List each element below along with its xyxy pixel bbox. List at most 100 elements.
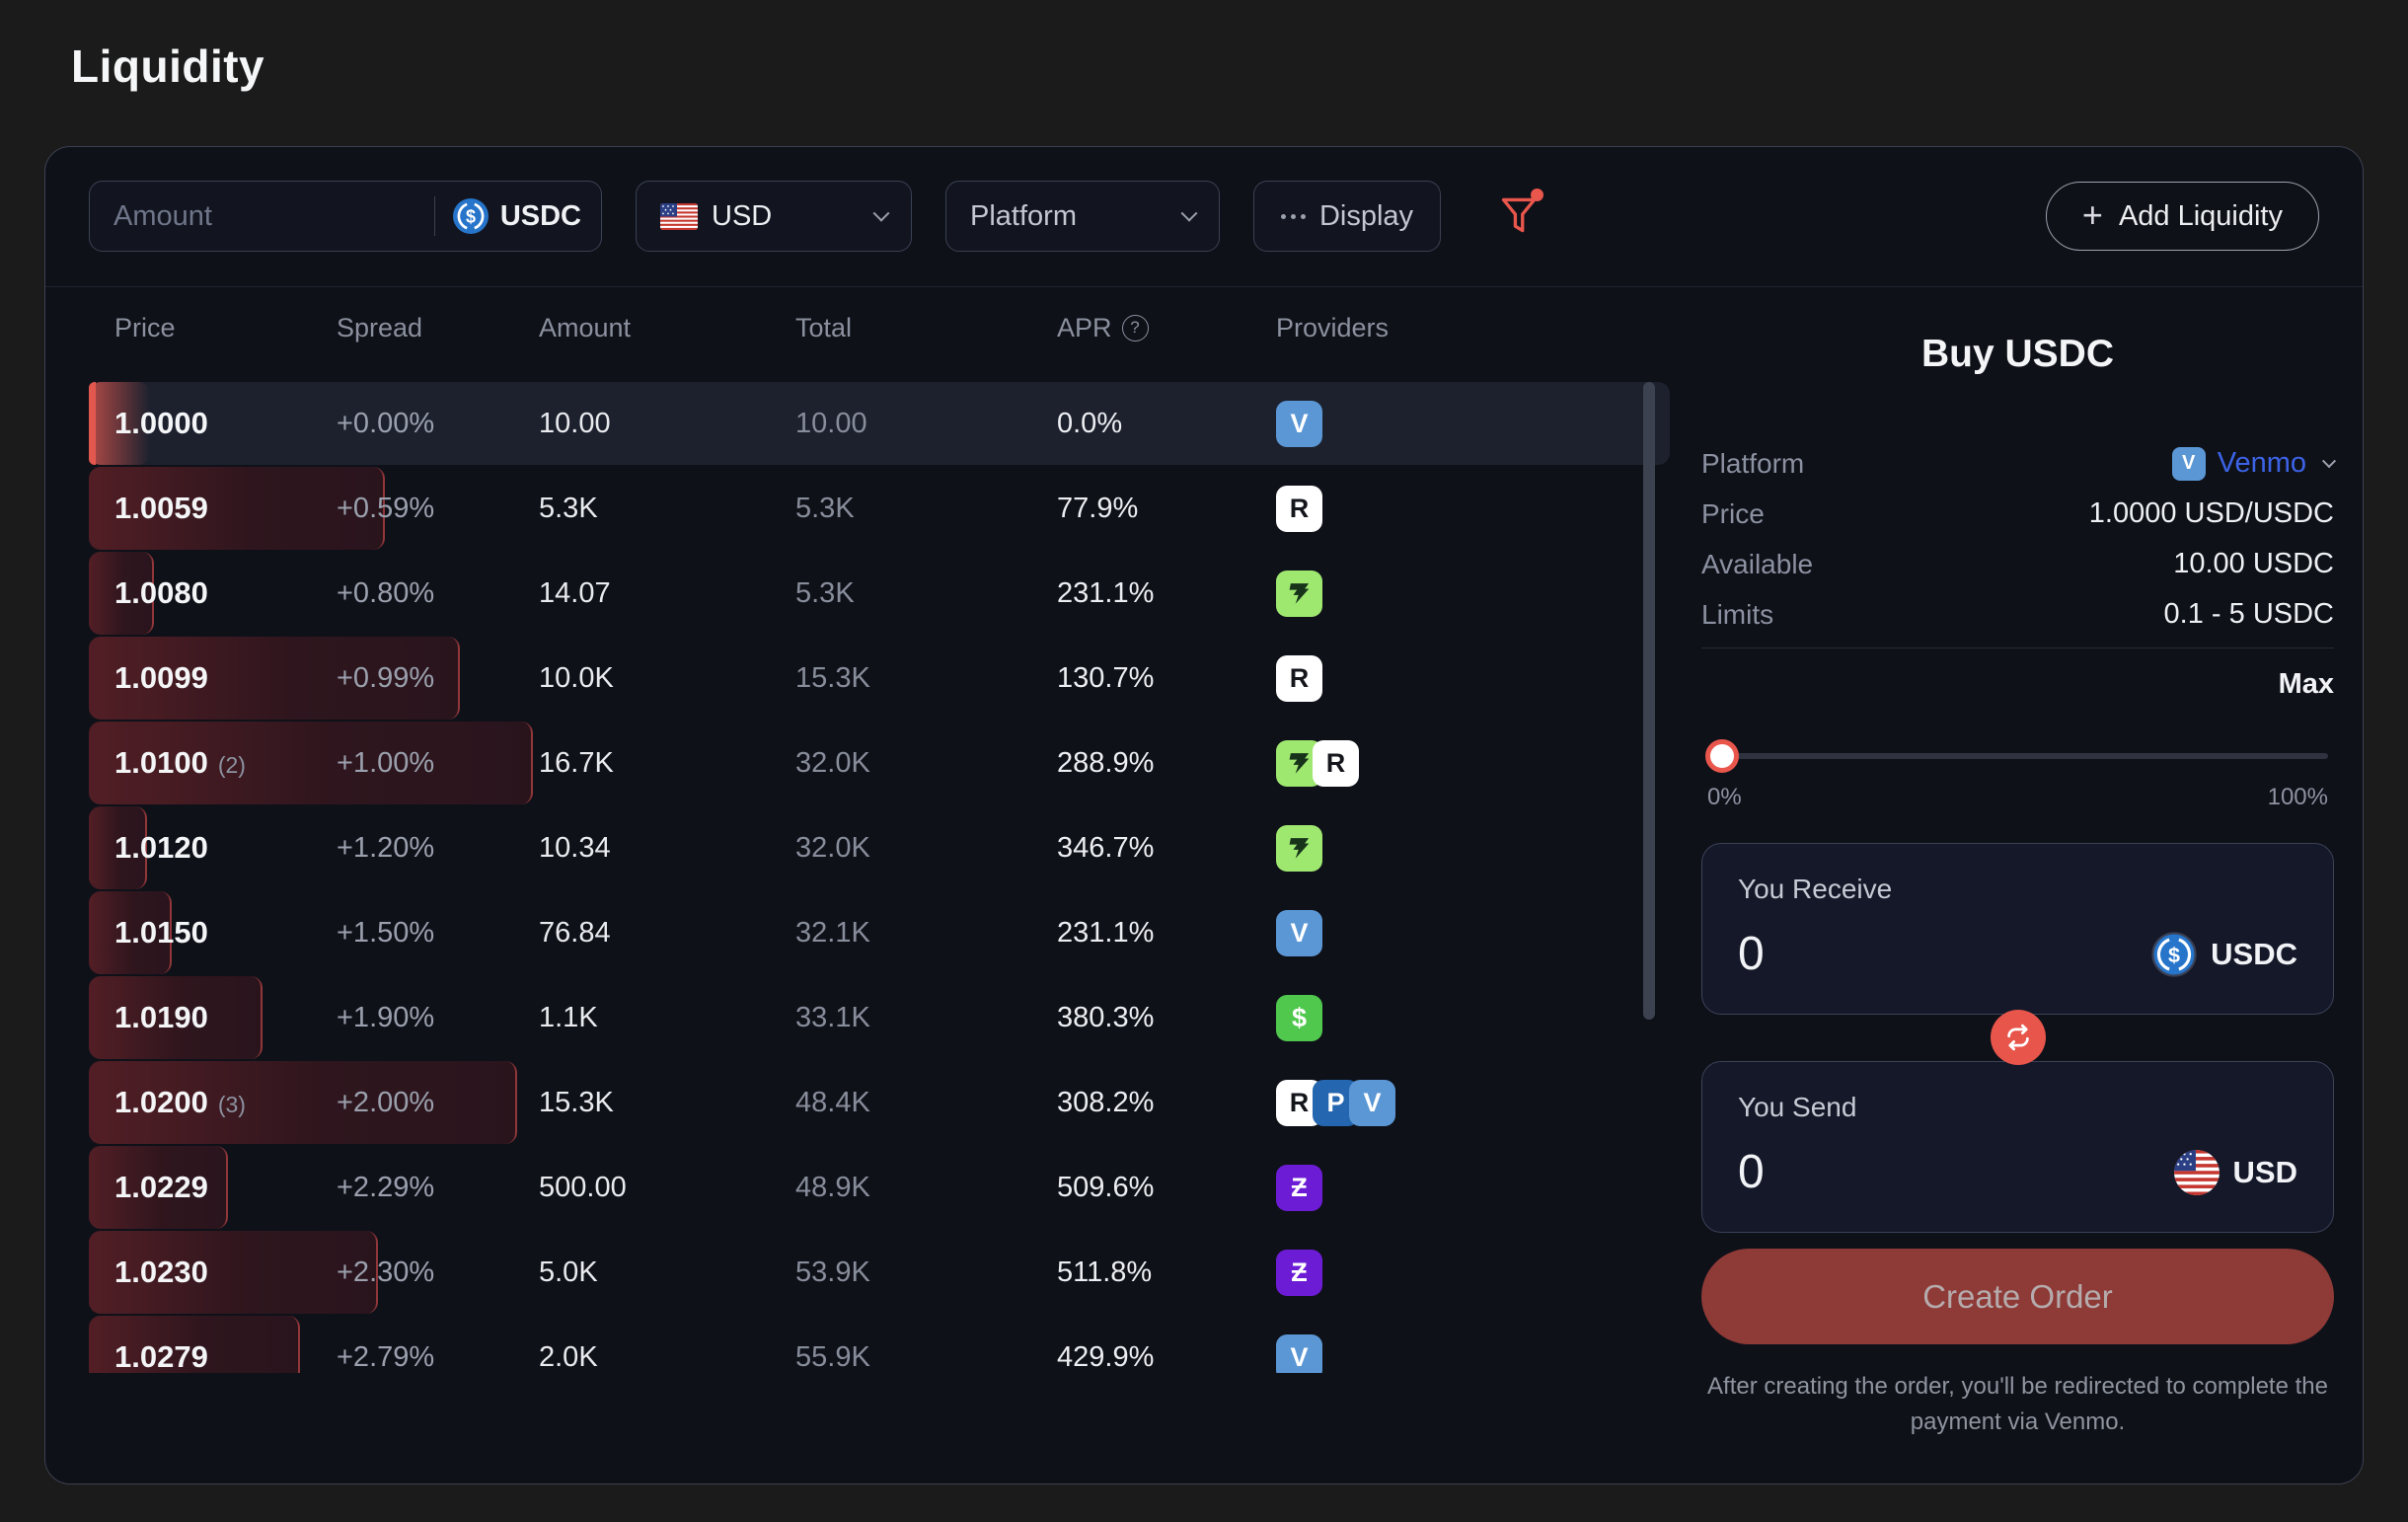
question-circle-icon[interactable]: ? [1121, 314, 1149, 342]
spread-cell: +2.30% [337, 1256, 435, 1288]
table-row[interactable]: 1.0059 +0.59% 5.3K 5.3K 77.9% R [89, 467, 1670, 550]
amount-cell: 16.7K [539, 746, 614, 779]
slider-labels: 0% 100% [1707, 784, 2328, 811]
platform-select-label: Platform [970, 199, 1077, 232]
add-liquidity-button[interactable]: + Add Liquidity [2045, 182, 2319, 251]
col-total: Total [795, 312, 853, 342]
amount-filter[interactable]: $ USDC [89, 181, 602, 252]
wise-icon [1276, 824, 1322, 872]
amount-cell: 5.0K [539, 1256, 598, 1288]
slider-knob[interactable] [1705, 739, 1739, 773]
providers-cell: R [1276, 739, 1670, 787]
amount-cell: 5.3K [539, 492, 598, 524]
filter-funnel-icon[interactable] [1498, 189, 1543, 242]
venmo-icon: V [1276, 909, 1322, 956]
price-value: 1.0000 USD/USDC [2088, 497, 2334, 529]
page-title: Liquidity [71, 40, 265, 92]
col-price: Price [114, 312, 176, 342]
table-row[interactable]: 1.0200 (3) +2.00% 15.3K 48.4K 308.2% R P V [89, 1061, 1670, 1144]
total-cell: 32.0K [795, 831, 870, 864]
table-rows: 1.0000 +0.00% 10.00 10.00 0.0% V 1.0059 +0.59% 5… [89, 382, 1670, 1373]
price-cell: 1.0099 [114, 660, 208, 695]
cashapp-icon: $ [1276, 994, 1322, 1041]
amount-input[interactable] [113, 199, 428, 233]
table-row[interactable]: 1.0100 (2) +1.00% 16.7K 32.0K 288.9% R [89, 722, 1670, 804]
platform-select[interactable]: Platform [945, 181, 1220, 252]
plus-icon: + [2081, 193, 2103, 235]
apr-cell: 77.9% [1057, 492, 1139, 524]
receive-amount-input[interactable]: 0 [1738, 928, 1765, 980]
max-slider[interactable] [1705, 739, 2328, 773]
table-row[interactable]: 1.0229 +2.29% 500.00 48.9K 509.6% Ƶ [89, 1146, 1670, 1229]
table-row[interactable]: 1.0230 +2.30% 5.0K 53.9K 511.8% Ƶ [89, 1231, 1670, 1314]
providers-cell [1276, 570, 1670, 617]
table-row[interactable]: 1.0000 +0.00% 10.00 10.00 0.0% V [89, 382, 1670, 465]
table-row[interactable]: 1.0150 +1.50% 76.84 32.1K 231.1% V [89, 891, 1670, 974]
receive-currency: $ USDC [2151, 931, 2297, 977]
table-scrollbar[interactable] [1643, 382, 1655, 1020]
you-send-label: You Send [1738, 1092, 1857, 1122]
usdc-coin-icon: $ [2151, 931, 2197, 977]
total-cell: 48.9K [795, 1171, 870, 1203]
apr-cell: 511.8% [1057, 1256, 1153, 1288]
depth-bar [89, 806, 147, 889]
wise-icon [1276, 570, 1322, 617]
amount-cell: 500.00 [539, 1171, 627, 1203]
table-row[interactable]: 1.0099 +0.99% 10.0K 15.3K 130.7% R [89, 637, 1670, 720]
amount-cell: 2.0K [539, 1340, 598, 1373]
table-row[interactable]: 1.0279 +2.79% 2.0K 55.9K 429.9% V [89, 1316, 1670, 1373]
price-cell: 1.0150 [114, 915, 208, 950]
amount-cell: 10.34 [539, 831, 611, 864]
table-row[interactable]: 1.0120 +1.20% 10.34 32.0K 346.7% [89, 806, 1670, 889]
toolbar: $ USDC USD Platform Display [89, 181, 2319, 252]
total-cell: 53.9K [795, 1256, 870, 1288]
depth-bar [89, 467, 385, 550]
depth-bar [89, 1146, 228, 1229]
total-cell: 32.0K [795, 746, 870, 779]
swap-direction-button[interactable] [1990, 1010, 2046, 1065]
depth-bar [89, 1316, 300, 1373]
currency-select[interactable]: USD [636, 181, 912, 252]
price-cell: 1.0080 [114, 575, 208, 610]
spread-cell: +1.90% [337, 1001, 435, 1033]
price-cell: 1.0100 (2) [114, 745, 246, 780]
slider-min-label: 0% [1707, 784, 1742, 810]
amount-cell: 14.07 [539, 576, 611, 609]
liquidity-card: $ USDC USD Platform Display [44, 146, 2364, 1484]
spread-cell: +2.29% [337, 1171, 435, 1203]
total-cell: 55.9K [795, 1340, 870, 1373]
limits-value: 0.1 - 5 USDC [2163, 598, 2334, 630]
panel-title: Buy USDC [1920, 333, 2115, 375]
field-platform: Platform V Venmo [1701, 438, 2337, 489]
table-row[interactable]: 1.0080 +0.80% 14.07 5.3K 231.1% [89, 552, 1670, 635]
depth-bar [89, 1061, 517, 1144]
amount-cell: 10.0K [539, 661, 614, 694]
platform-value[interactable]: V Venmo [2171, 446, 2337, 481]
slider-track[interactable] [1707, 753, 2328, 759]
spread-cell: +1.20% [337, 831, 435, 864]
amount-cell: 76.84 [539, 916, 611, 949]
venmo-icon: V [2171, 446, 2206, 481]
send-amount-input[interactable]: 0 [1738, 1146, 1765, 1198]
spread-cell: +2.00% [337, 1086, 435, 1118]
amount-cell: 15.3K [539, 1086, 614, 1118]
apr-cell: 130.7% [1057, 661, 1155, 694]
platform-link: Venmo [2217, 447, 2306, 479]
providers-cell: $ [1276, 994, 1670, 1041]
spread-cell: +0.00% [337, 407, 435, 439]
apr-cell: 380.3% [1057, 1001, 1155, 1033]
providers-cell: Ƶ [1276, 1164, 1670, 1211]
order-footer-note: After creating the order, you'll be redi… [1707, 1373, 2328, 1435]
spread-cell: +1.00% [337, 746, 435, 779]
apr-cell: 509.6% [1057, 1171, 1155, 1203]
create-order-button[interactable]: Create Order [1701, 1249, 2334, 1344]
apr-cell: 308.2% [1057, 1086, 1155, 1118]
currency-label: USD [712, 199, 773, 232]
table-row[interactable]: 1.0190 +1.90% 1.1K 33.1K 380.3% $ [89, 976, 1670, 1059]
field-price: Price 1.0000 USD/USDC [1701, 497, 2334, 529]
display-button[interactable]: Display [1253, 181, 1441, 252]
apr-cell: 429.9% [1057, 1340, 1155, 1373]
max-label[interactable]: Max [2278, 668, 2334, 700]
divider [1701, 647, 2334, 648]
depth-bar [89, 637, 460, 720]
